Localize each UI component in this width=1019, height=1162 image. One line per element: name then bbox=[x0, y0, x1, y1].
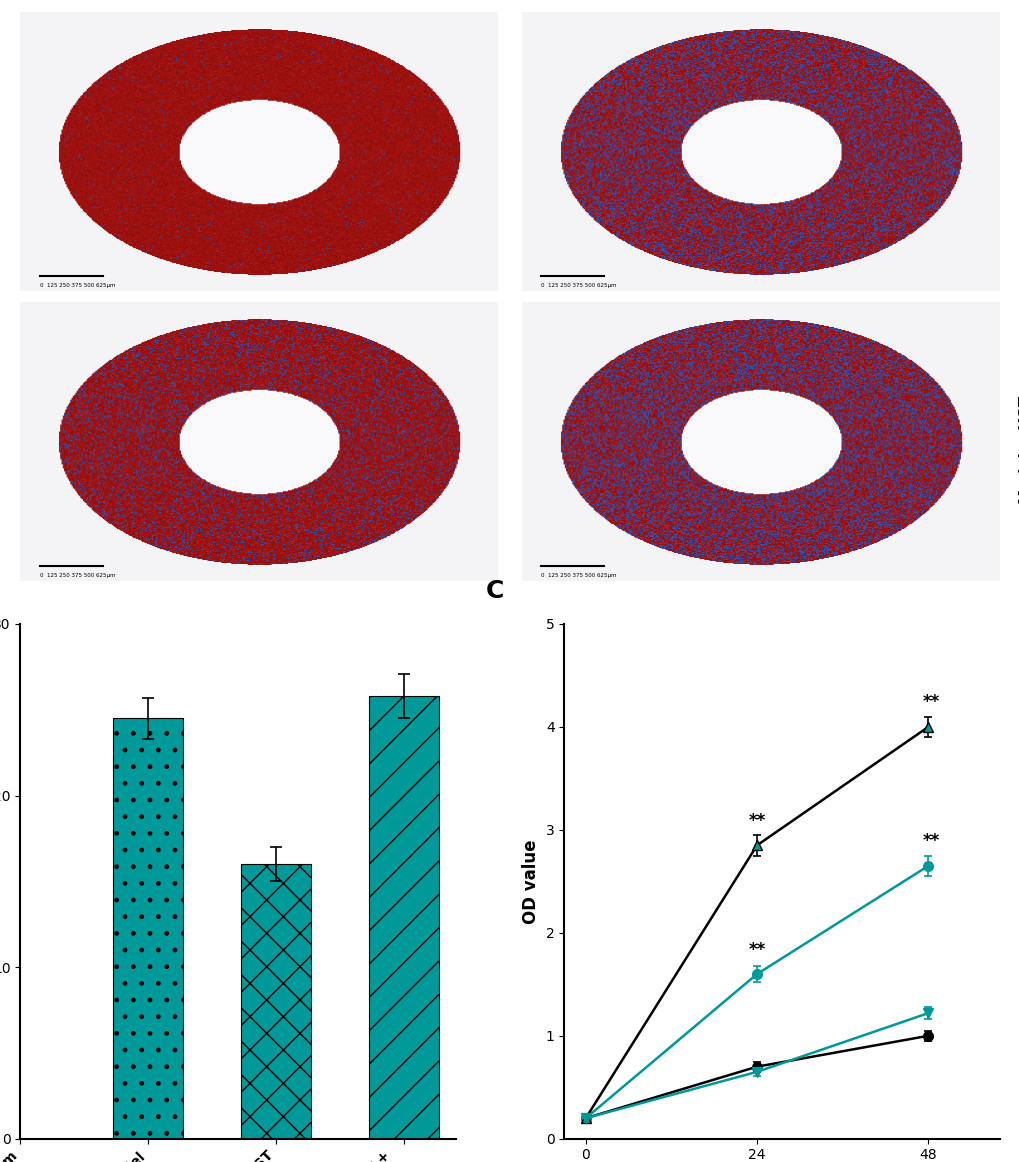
Bar bbox=[113, 718, 183, 1139]
Text: **: ** bbox=[922, 832, 940, 851]
Text: Model: Model bbox=[1018, 117, 1019, 185]
Text: 0  125 250 375 500 625μm: 0 125 250 375 500 625μm bbox=[40, 284, 115, 288]
Bar bbox=[240, 865, 311, 1139]
Text: 0  125 250 375 500 625μm: 0 125 250 375 500 625μm bbox=[541, 573, 616, 579]
Bar bbox=[369, 696, 439, 1139]
Text: C: C bbox=[486, 580, 504, 603]
Y-axis label: OD value: OD value bbox=[522, 839, 540, 924]
Text: 0  125 250 375 500 625μm: 0 125 250 375 500 625μm bbox=[40, 573, 115, 579]
Text: **: ** bbox=[748, 812, 765, 830]
Text: **: ** bbox=[748, 940, 765, 959]
Text: Model + XST +
miRNA-OE: Model + XST + miRNA-OE bbox=[1018, 378, 1019, 504]
Text: **: ** bbox=[922, 694, 940, 711]
Text: 0  125 250 375 500 625μm: 0 125 250 375 500 625μm bbox=[541, 284, 616, 288]
